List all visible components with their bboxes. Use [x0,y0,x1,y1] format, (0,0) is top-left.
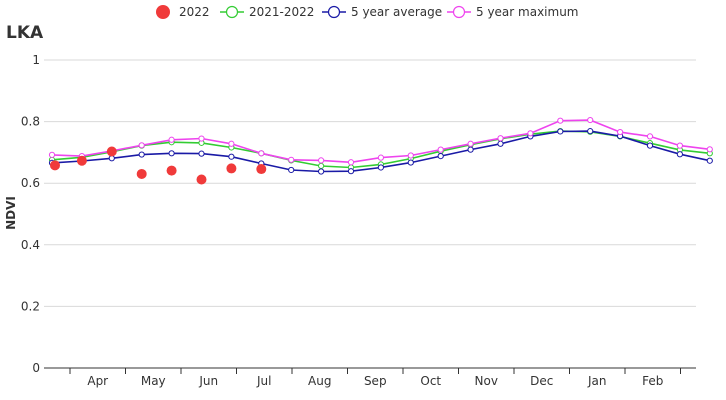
y-tick-label: 0 [32,361,40,375]
x-tick-label: Nov [475,374,498,388]
y-axis-ticks: 0 0.2 0.4 0.6 0.8 1 [21,53,40,375]
data-point [196,174,207,185]
series-3 [48,128,713,175]
data-point [347,159,355,166]
legend-marker-swatch [327,5,341,19]
data-point [76,155,87,166]
legend-label: 5 year maximum [476,5,579,19]
data-point [587,128,594,135]
x-tick-label: Jan [587,374,607,388]
y-tick-label: 0.6 [21,176,40,190]
data-point [138,151,145,158]
data-point [527,130,534,137]
data-point [617,128,624,136]
data-point [676,151,684,158]
x-axis: Apr May Jun Jul Aug Sep Oct Nov Dec Jan Feb [44,367,696,388]
data-point [166,165,177,176]
series-4 [48,116,713,166]
x-tick-label: Oct [420,374,441,388]
data-point [497,140,504,147]
series-1 [49,146,267,185]
legend-marker-swatch [156,5,170,19]
data-point [676,142,684,149]
data-point [318,168,325,175]
data-point [467,146,474,153]
data-point [168,150,175,157]
data-point [198,135,205,142]
data-point [706,146,713,153]
data-point [557,117,564,124]
grid-lines [44,59,696,369]
data-point [49,160,60,171]
data-point [198,150,205,157]
data-point [497,135,504,142]
data-point [106,146,117,157]
x-tick-label: Dec [530,374,553,388]
x-tick-label: Jun [198,374,218,388]
data-point [288,156,295,163]
x-tick-label: Sep [364,374,387,388]
y-tick-label: 1 [32,53,40,67]
y-axis-title: NDVI [4,196,18,230]
data-point [258,150,265,157]
data-point [646,142,654,149]
data-point [138,142,145,149]
x-tick-label: Jul [256,374,271,388]
data-point [168,136,175,143]
data-point [437,146,444,153]
legend-marker-swatch [452,5,466,19]
data-point [288,166,295,174]
legend-item-3: 5 year average [322,5,442,19]
data-point [706,157,713,164]
data-point [347,168,355,175]
data-point [377,154,384,161]
legend-item-1: 2022 [156,5,210,19]
data-point [226,163,237,174]
data-point [646,133,654,140]
data-point [318,162,325,170]
legend-item-2: 2021-2022 [220,5,314,19]
data-point [437,152,444,160]
data-point [48,151,56,158]
legend-label: 5 year average [351,5,442,19]
data-point [228,140,235,147]
data-point [407,159,414,166]
data-point [318,157,325,164]
legend-label: 2022 [179,5,210,19]
data-point [136,168,147,179]
x-tick-label: Aug [308,374,331,388]
legend-marker-swatch [225,5,239,19]
y-tick-label: 0.2 [21,299,40,313]
series-layer [48,116,713,185]
data-point [377,164,384,171]
data-point [557,128,564,135]
y-tick-label: 0.4 [21,238,40,252]
legend: 2022 2021-2022 5 year average 5 year maximu… [156,5,579,19]
data-point [407,152,414,159]
data-point [467,140,474,147]
x-tick-label: May [141,374,166,388]
x-tick-label: Apr [87,374,108,388]
data-point [587,116,594,124]
x-tick-label: Feb [642,374,663,388]
legend-item-4: 5 year maximum [447,5,579,19]
legend-label: 2021-2022 [249,5,314,19]
chart-title: LKA [6,23,44,43]
y-tick-label: 0.8 [21,115,40,129]
data-point [228,153,235,160]
data-point [256,164,267,175]
